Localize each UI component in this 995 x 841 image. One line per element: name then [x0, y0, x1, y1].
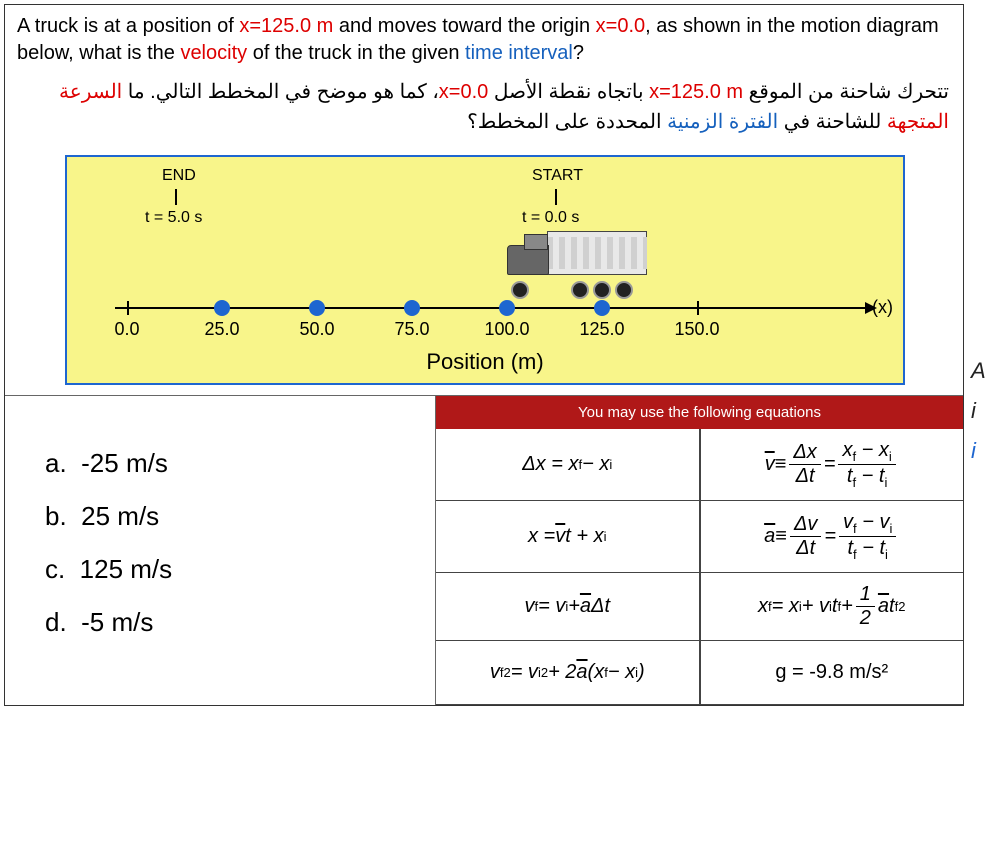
motion-diagram: END START (x) Position (m) t = 5.0 st = …	[65, 155, 905, 385]
question-card: A truck is at a position of x=125.0 m an…	[4, 4, 964, 706]
eq-avg-velocity: v ≡ ΔxΔt = xf − xitf − ti	[700, 429, 964, 501]
question-english: A truck is at a position of x=125.0 m an…	[5, 5, 963, 71]
eq-gravity: g = -9.8 m/s²	[700, 641, 964, 705]
option-d[interactable]: d. -5 m/s	[45, 607, 415, 638]
eq-avg-acceleration: a ≡ ΔvΔt = vf − vitf − ti	[700, 501, 964, 573]
option-b[interactable]: b. 25 m/s	[45, 501, 415, 532]
eq-vf: vf = vi + a Δt	[436, 573, 700, 641]
option-a[interactable]: a. -25 m/s	[45, 448, 415, 479]
truck-icon	[507, 231, 647, 297]
side-marker-i2: i	[971, 438, 995, 464]
axis-variable: (x)	[872, 297, 893, 318]
lower-section: a. -25 m/s b. 25 m/s c. 125 m/s d. -5 m/…	[5, 395, 963, 705]
side-marker-i1: i	[971, 398, 995, 424]
side-markers: A i i	[965, 344, 995, 478]
option-a-text: -25 m/s	[81, 448, 168, 478]
option-b-text: 25 m/s	[81, 501, 159, 531]
option-c[interactable]: c. 125 m/s	[45, 554, 415, 585]
eq-position-vt: x = vt + xi	[436, 501, 700, 573]
eq-vf-squared: vf2 = vi2 + 2a(xf − xi)	[436, 641, 700, 705]
option-d-text: -5 m/s	[81, 607, 153, 637]
question-arabic: تتحرك شاحنة من الموقع x=125.0 m باتجاه ن…	[5, 71, 963, 147]
diagram-container: END START (x) Position (m) t = 5.0 st = …	[5, 147, 963, 395]
eq-xf: xf = xi + vitf + 12atf2	[700, 573, 964, 641]
axis-title: Position (m)	[67, 349, 903, 375]
eq-delta-x: Δx = xf − xi	[436, 429, 700, 501]
option-c-text: 125 m/s	[80, 554, 173, 584]
start-label: START	[532, 167, 583, 185]
equations-grid: Δx = xf − xi v ≡ ΔxΔt = xf − xitf − ti x…	[436, 429, 963, 705]
equations-header: You may use the following equations	[436, 396, 963, 429]
answer-options: a. -25 m/s b. 25 m/s c. 125 m/s d. -5 m/…	[5, 396, 435, 705]
side-marker-a: A	[971, 358, 995, 384]
end-label: END	[162, 167, 196, 185]
equations-panel: You may use the following equations Δx =…	[435, 396, 963, 705]
